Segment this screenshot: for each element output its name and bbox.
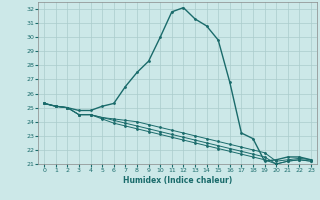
X-axis label: Humidex (Indice chaleur): Humidex (Indice chaleur) [123,176,232,185]
